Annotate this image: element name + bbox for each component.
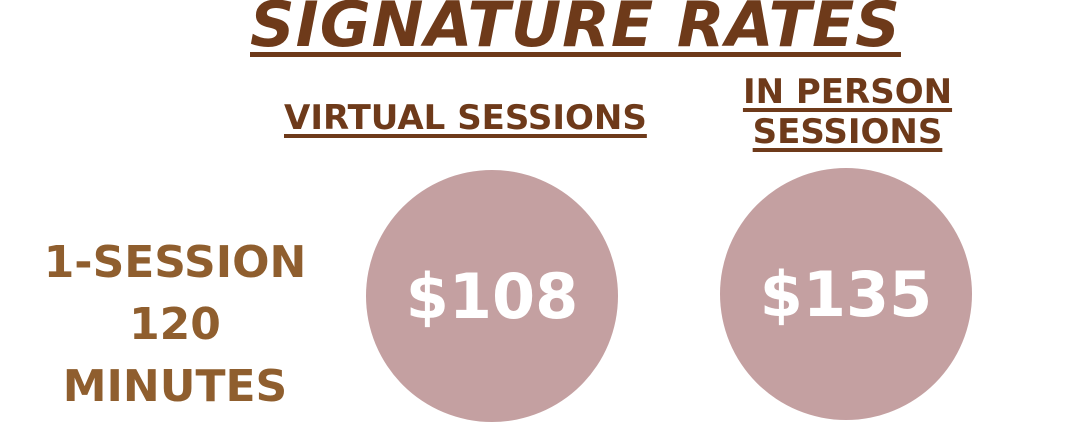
in-person-price: $135 (759, 257, 933, 331)
virtual-price-badge: $108 (366, 170, 618, 422)
session-label: 1-SESSION 120 MINUTES (40, 232, 310, 418)
page-title: SIGNATURE RATES (250, 0, 901, 61)
session-label-line2: 120 (129, 299, 221, 350)
session-label-line1: 1-SESSION (43, 237, 307, 288)
session-label-line3: MINUTES (62, 361, 288, 412)
in-person-price-badge: $135 (720, 168, 972, 420)
in-person-sessions-heading: IN PERSON SESSIONS (742, 72, 953, 152)
virtual-sessions-heading: VIRTUAL SESSIONS (284, 98, 647, 138)
virtual-price: $108 (405, 259, 579, 333)
